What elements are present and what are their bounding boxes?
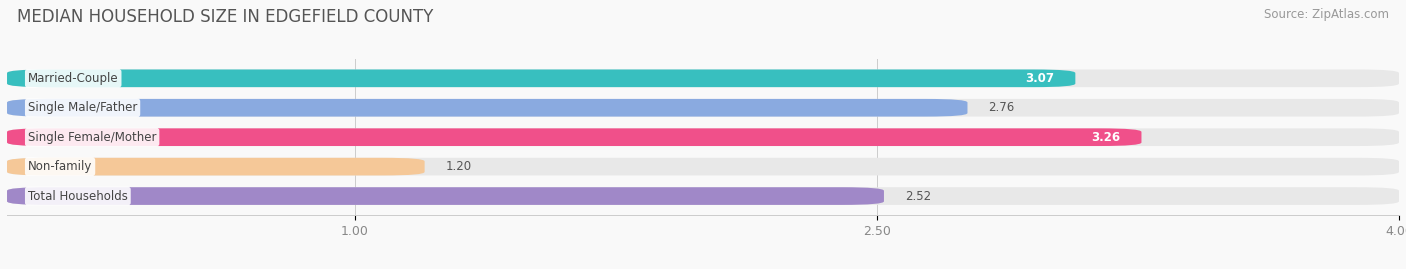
Text: Non-family: Non-family xyxy=(28,160,93,173)
Text: 3.07: 3.07 xyxy=(1025,72,1054,85)
FancyBboxPatch shape xyxy=(7,69,1399,87)
FancyBboxPatch shape xyxy=(7,187,1399,205)
Text: Total Households: Total Households xyxy=(28,190,128,203)
FancyBboxPatch shape xyxy=(7,187,884,205)
FancyBboxPatch shape xyxy=(7,128,1142,146)
Text: 3.26: 3.26 xyxy=(1091,131,1121,144)
FancyBboxPatch shape xyxy=(7,158,1399,175)
Text: MEDIAN HOUSEHOLD SIZE IN EDGEFIELD COUNTY: MEDIAN HOUSEHOLD SIZE IN EDGEFIELD COUNT… xyxy=(17,8,433,26)
Text: 2.52: 2.52 xyxy=(905,190,931,203)
FancyBboxPatch shape xyxy=(7,99,1399,116)
Text: 2.76: 2.76 xyxy=(988,101,1015,114)
FancyBboxPatch shape xyxy=(7,99,967,116)
FancyBboxPatch shape xyxy=(7,128,1399,146)
FancyBboxPatch shape xyxy=(7,69,1076,87)
Text: Single Female/Mother: Single Female/Mother xyxy=(28,131,156,144)
Text: Source: ZipAtlas.com: Source: ZipAtlas.com xyxy=(1264,8,1389,21)
Text: Married-Couple: Married-Couple xyxy=(28,72,118,85)
FancyBboxPatch shape xyxy=(7,158,425,175)
Text: 1.20: 1.20 xyxy=(446,160,471,173)
Text: Single Male/Father: Single Male/Father xyxy=(28,101,138,114)
